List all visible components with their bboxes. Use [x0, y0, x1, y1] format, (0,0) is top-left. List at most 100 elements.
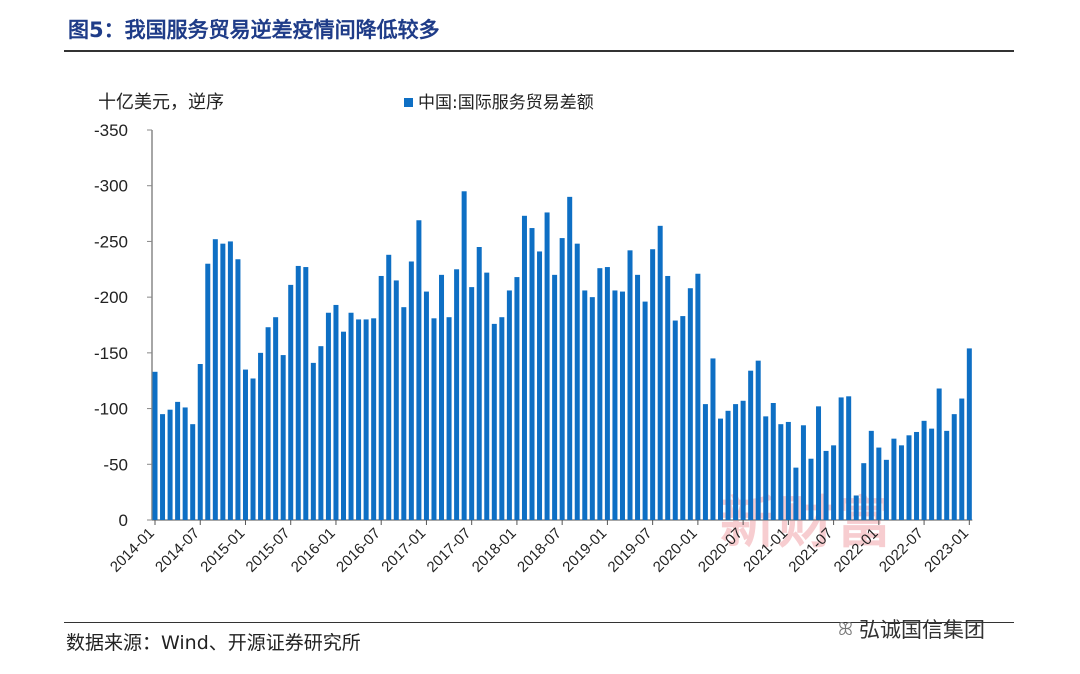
y-tick-label: -150 — [94, 344, 128, 363]
bar — [793, 467, 799, 520]
bar — [303, 267, 309, 520]
bar — [959, 398, 965, 520]
wechat-icon: ꕤ — [838, 618, 853, 640]
bar — [582, 290, 588, 520]
bar — [393, 280, 399, 520]
bar — [906, 435, 912, 520]
bar — [944, 430, 950, 520]
y-tick-label: -300 — [94, 177, 128, 196]
bar — [778, 424, 784, 520]
source-note: 数据来源：Wind、开源证券研究所 — [66, 632, 361, 654]
bar — [687, 288, 693, 520]
bar — [476, 247, 482, 520]
x-tick-label: 2019-01 — [559, 525, 610, 576]
title-divider — [64, 50, 1014, 52]
x-tick-label: 2018-07 — [514, 525, 565, 576]
bar — [439, 274, 445, 520]
x-tick-label: 2019-07 — [605, 525, 656, 576]
bar — [423, 291, 429, 520]
bar — [861, 463, 867, 520]
bar — [160, 414, 166, 520]
brand-name: 弘诚国信集团 — [858, 618, 985, 642]
bar — [408, 261, 414, 520]
bar — [627, 250, 633, 521]
bar — [800, 425, 806, 520]
bar — [612, 290, 618, 520]
bar — [936, 388, 942, 520]
x-tick-label: 2021-01 — [740, 525, 791, 576]
bar — [348, 312, 354, 520]
x-tick-label: 2015-07 — [243, 525, 294, 576]
bar — [725, 410, 731, 520]
y-axis-unit: 十亿美元，逆序 — [98, 92, 224, 113]
bar — [816, 406, 822, 520]
bar — [748, 370, 754, 520]
bar — [929, 428, 935, 520]
bar — [242, 369, 248, 520]
y-tick-label: -200 — [94, 288, 128, 307]
bar — [891, 438, 897, 520]
bar — [333, 304, 339, 520]
x-tick-label: 2014-07 — [152, 525, 203, 576]
bar — [295, 265, 301, 520]
bar — [197, 364, 203, 520]
legend-label: 中国:国际服务贸易差额 — [418, 93, 594, 113]
bar — [672, 320, 678, 520]
bar — [431, 318, 437, 520]
bar — [167, 409, 173, 520]
x-tick-label: 2022-01 — [831, 525, 882, 576]
bar — [755, 360, 761, 520]
bar — [514, 277, 520, 520]
bar — [574, 243, 580, 520]
bar — [552, 274, 558, 520]
bar — [521, 215, 527, 521]
bar — [280, 355, 286, 520]
bar — [212, 239, 218, 520]
bar — [152, 371, 158, 520]
bar — [853, 495, 859, 520]
bar — [537, 251, 543, 520]
bar — [883, 459, 889, 520]
bar — [288, 284, 294, 520]
bar — [258, 352, 264, 520]
bar — [341, 331, 346, 520]
x-tick-label: 2021-07 — [785, 525, 836, 576]
bar — [506, 290, 512, 520]
bar — [733, 404, 739, 520]
bar — [499, 317, 505, 520]
bar — [650, 249, 656, 520]
legend-swatch — [404, 98, 413, 107]
bar — [642, 301, 648, 520]
bar — [914, 431, 920, 520]
bar — [785, 421, 791, 520]
bar — [265, 327, 271, 520]
bar — [401, 307, 407, 520]
bar — [831, 445, 837, 520]
bar — [446, 317, 452, 520]
bar — [227, 241, 233, 520]
y-tick-label: -350 — [94, 121, 128, 140]
bar — [876, 447, 882, 520]
bar — [190, 424, 196, 520]
bar — [273, 317, 279, 520]
x-tick-label: 2016-01 — [288, 525, 339, 576]
x-tick-label: 2018-01 — [469, 525, 520, 576]
source-divider — [64, 622, 1014, 623]
bar — [469, 287, 475, 520]
bar — [657, 225, 663, 521]
bar — [846, 396, 852, 520]
bar — [461, 191, 467, 521]
bar — [619, 291, 625, 520]
y-tick-label: -100 — [94, 400, 128, 419]
bar — [235, 259, 241, 520]
bar — [220, 243, 226, 520]
bar — [250, 378, 256, 520]
bar — [544, 212, 550, 520]
brand-mark: ꕤ 弘诚国信集团 — [838, 614, 985, 644]
x-tick-label: 2017-07 — [424, 525, 475, 576]
bar — [763, 416, 769, 520]
bar — [386, 254, 392, 521]
x-tick-label: 2020-01 — [650, 525, 701, 576]
bar — [597, 268, 603, 520]
